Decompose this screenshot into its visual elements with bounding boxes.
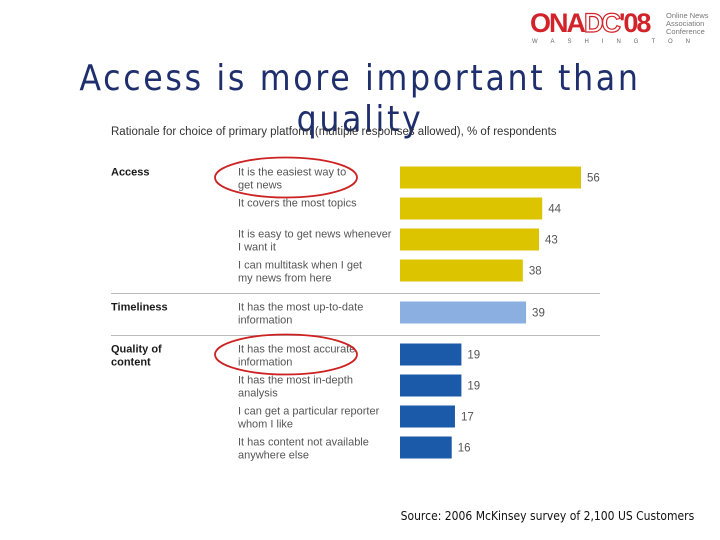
logo-side-line-2: Association: [666, 19, 705, 28]
ona-dc-08-logo: ONADC'08 Online News Association Confere…: [530, 7, 710, 48]
category-label: It covers the most topics: [238, 198, 357, 210]
highlight-ellipse: [214, 333, 358, 376]
category-label: It has content not available: [238, 437, 369, 449]
bar: [400, 228, 539, 251]
category-label: I can multitask when I get: [238, 260, 362, 272]
value-label: 39: [532, 308, 545, 320]
logo-side-line-1: Online News: [666, 11, 709, 20]
value-label: 38: [529, 266, 542, 278]
logo-side-line-3: Conference: [666, 27, 705, 36]
category-label: analysis: [238, 388, 278, 400]
group-label: content: [111, 357, 151, 369]
value-label: 56: [587, 173, 600, 185]
group-label: Timeliness: [111, 302, 168, 314]
bar: [400, 301, 527, 324]
category-label: It is easy to get news whenever: [238, 229, 392, 241]
category-label: my news from here: [238, 273, 332, 285]
bar: [400, 436, 452, 459]
logo-year: '08: [619, 8, 651, 38]
slide-title: Access is more important than quality: [79, 58, 641, 140]
logo-ona: ONA: [530, 8, 586, 38]
bar-chart: Rationale for choice of primary platform…: [111, 126, 600, 462]
value-label: 44: [548, 204, 561, 216]
value-label: 19: [467, 381, 480, 393]
category-label: information: [238, 315, 292, 327]
bar: [400, 166, 581, 189]
value-label: 16: [458, 443, 471, 455]
bar: [400, 405, 455, 428]
bar: [400, 343, 462, 366]
chart-subtitle: Rationale for choice of primary platform…: [111, 126, 557, 138]
bar: [400, 374, 462, 397]
source-note: Source: 2006 McKinsey survey of 2,100 US…: [400, 509, 694, 523]
logo-dc: DC: [583, 7, 621, 38]
bar: [400, 259, 523, 282]
value-label: 43: [545, 235, 558, 247]
category-label: I can get a particular reporter: [238, 406, 380, 418]
category-label: It has the most accurate: [238, 344, 355, 356]
category-label: whom I like: [237, 419, 293, 431]
category-label: I want it: [238, 242, 276, 254]
category-label: It has the most in-depth: [238, 375, 353, 387]
highlight-ellipse: [214, 156, 358, 199]
category-label: It is the easiest way to: [238, 167, 346, 179]
value-label: 17: [461, 412, 474, 424]
category-label: information: [238, 357, 292, 369]
bar: [400, 197, 543, 220]
logo-side-text: Online News Association Conference: [666, 12, 709, 36]
logo-city: WASHINGTON: [532, 39, 704, 45]
group-label: Quality of: [111, 344, 162, 356]
category-label: anywhere else: [238, 450, 309, 462]
value-label: 19: [467, 350, 480, 362]
group-label: Access: [111, 167, 150, 179]
category-label: It has the most up-to-date: [238, 302, 363, 314]
logo-wordmark: ONADC'08: [530, 7, 651, 38]
category-label: get news: [238, 180, 283, 192]
